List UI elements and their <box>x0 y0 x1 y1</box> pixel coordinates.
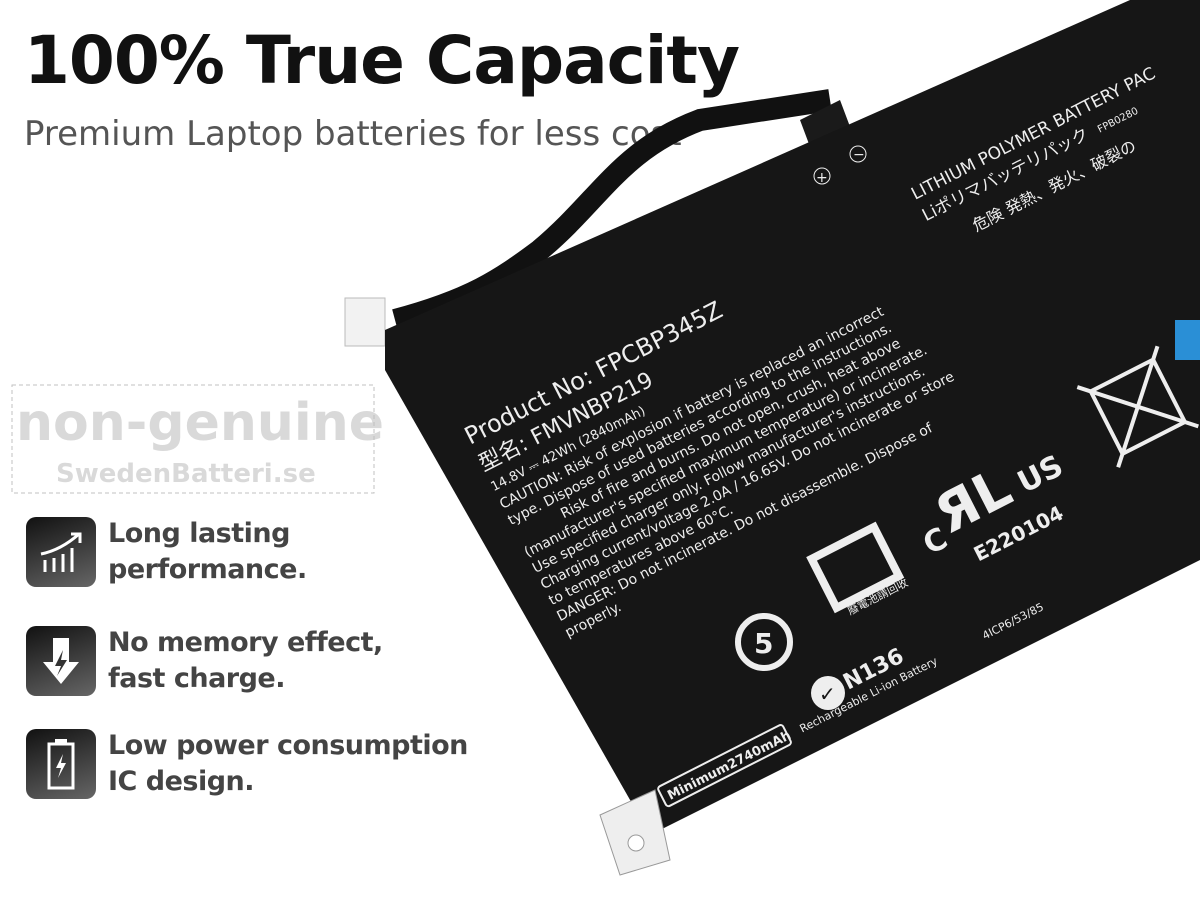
watermark-line1: non-genuine <box>16 393 384 453</box>
feature-line1: No memory effect, <box>108 627 383 658</box>
feature-long-lasting: Long lasting performance. <box>26 516 307 588</box>
recycle-5-icon: 5 <box>735 613 793 671</box>
feature-line2: IC design. <box>108 766 255 797</box>
down-arrow-lightning-icon <box>26 626 96 696</box>
page-subtitle: Premium Laptop batteries for less cost <box>24 114 682 154</box>
recycle-number: 5 <box>754 627 773 660</box>
battery-charge-icon <box>26 729 96 799</box>
feature-no-memory: No memory effect, fast charge. <box>26 625 383 697</box>
feature-line1: Long lasting <box>108 518 290 549</box>
feature-line2: performance. <box>108 554 307 585</box>
feature-line1: Low power consumption <box>108 730 468 761</box>
mounting-tab <box>599 789 671 876</box>
polarity-symbols: + − <box>813 145 867 186</box>
watermark-line2: SwedenBatteri.se <box>56 459 316 489</box>
plus-icon: + <box>816 170 828 186</box>
page-title: 100% True Capacity <box>24 22 740 99</box>
watermark-box <box>11 384 375 494</box>
rising-chart-icon <box>26 517 96 587</box>
minus-icon: − <box>853 147 865 163</box>
feature-low-power: Low power consumption IC design. <box>26 728 468 800</box>
feature-line2: fast charge. <box>108 663 286 694</box>
blue-sticker <box>1175 320 1200 360</box>
check-icon: ✓ <box>819 682 836 706</box>
mounting-hole <box>627 834 645 852</box>
weee-bin-icon <box>1076 345 1199 468</box>
battery-body <box>385 0 1200 835</box>
battery-connector <box>344 297 386 347</box>
